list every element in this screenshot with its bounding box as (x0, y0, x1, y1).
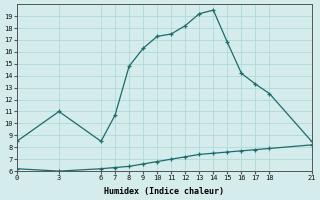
X-axis label: Humidex (Indice chaleur): Humidex (Indice chaleur) (104, 187, 224, 196)
